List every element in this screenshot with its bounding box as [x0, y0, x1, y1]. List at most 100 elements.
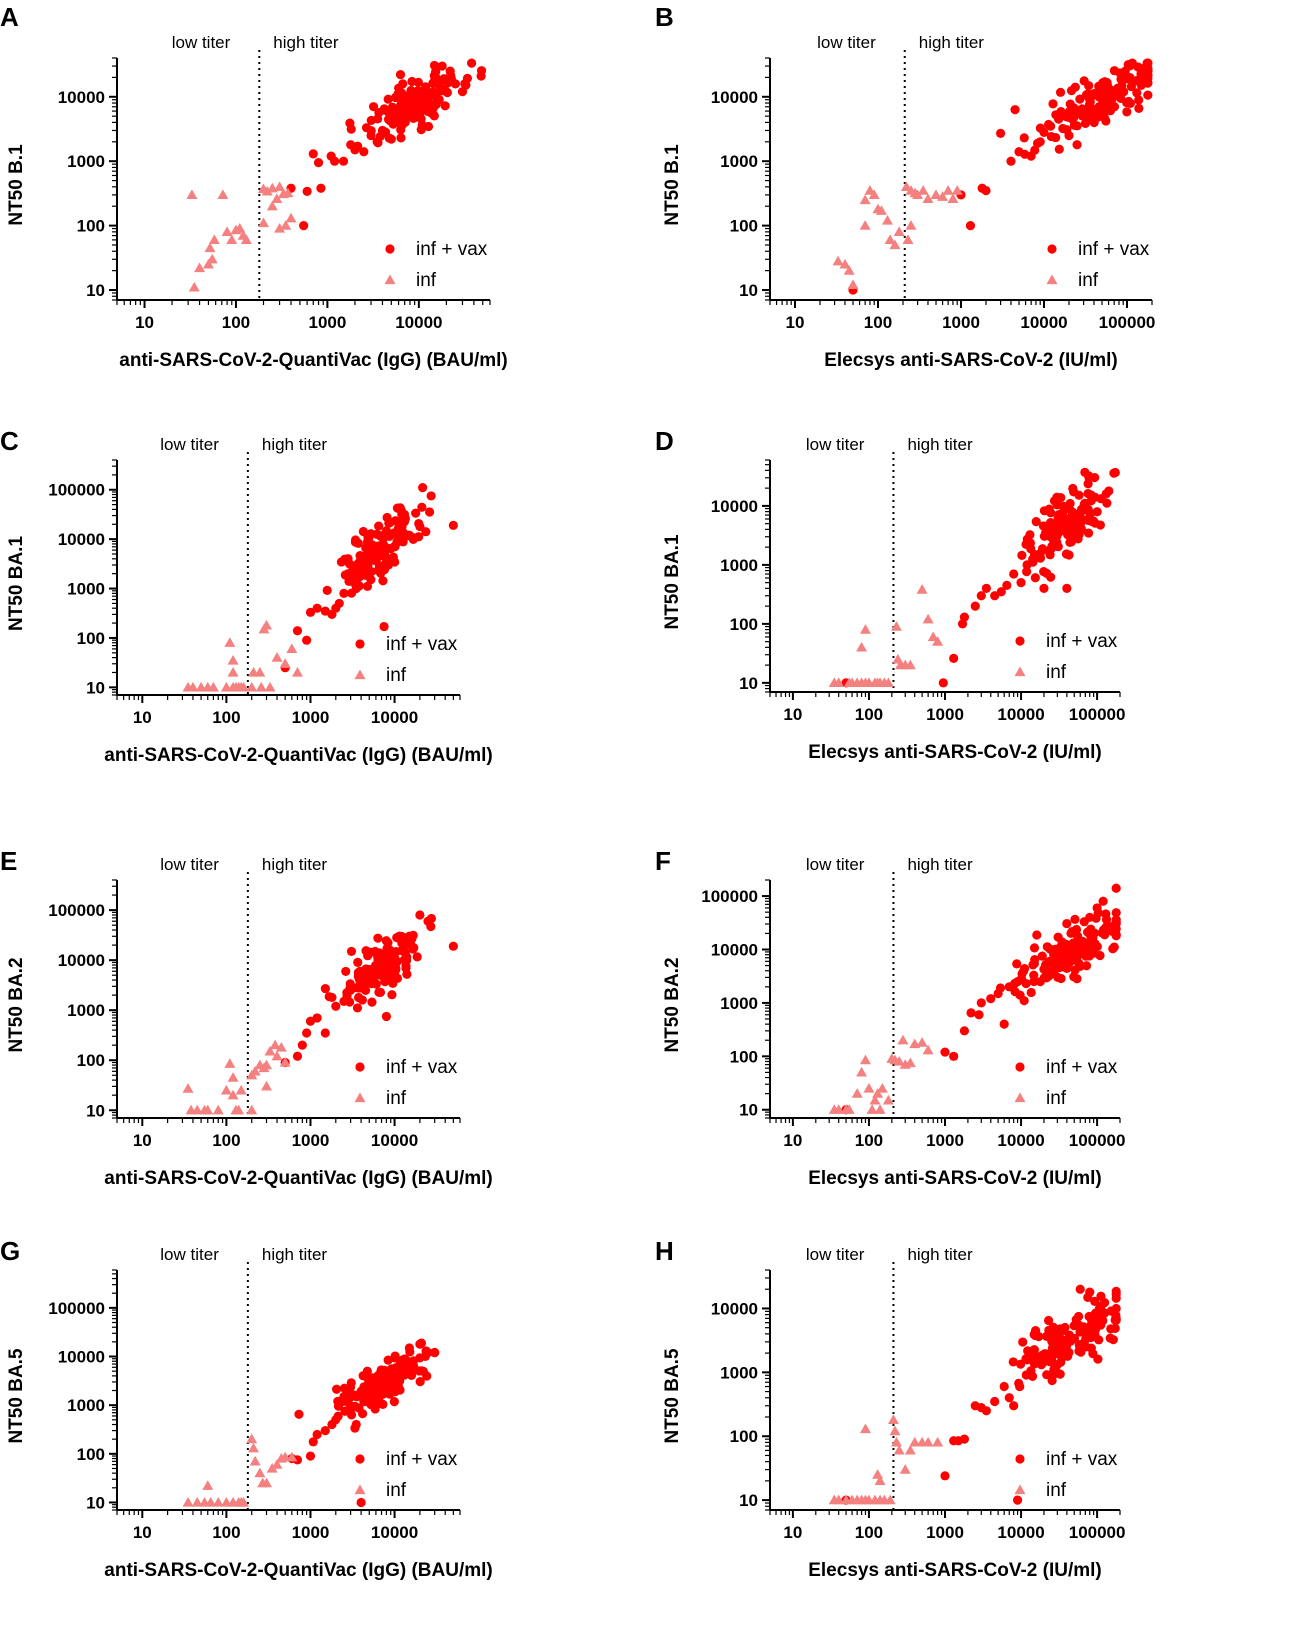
data-point-inf-vax — [1080, 948, 1091, 958]
data-point-inf — [235, 1084, 247, 1095]
data-point-inf — [246, 1433, 258, 1444]
x-tick-label: 1000 — [308, 313, 346, 332]
x-axis-label: Elecsys anti-SARS-CoV-2 (IU/ml) — [808, 742, 1102, 763]
data-point-inf — [876, 1082, 888, 1093]
data-point-inf-vax — [368, 102, 379, 112]
legend-label-inf: inf — [1046, 1480, 1067, 1501]
data-point-inf-vax — [412, 952, 422, 962]
data-point-inf-vax — [396, 133, 406, 143]
x-axis-label: Elecsys anti-SARS-CoV-2 (IU/ml) — [808, 1560, 1102, 1581]
data-point-inf — [187, 681, 199, 692]
data-point-inf-vax — [356, 568, 366, 578]
panel-d: D 10 100 1000 10000 100000 10 100 1000 10000 Elecs… — [655, 426, 1125, 763]
legend-marker-inf — [384, 274, 396, 285]
panel-g: G 10 100 1000 10000 10 100 1000 10000 100000 anti-… — [0, 1236, 493, 1581]
y-tick-label: 10 — [739, 1491, 758, 1510]
data-point-inf-vax — [313, 158, 324, 168]
data-point-inf-vax — [448, 520, 458, 530]
data-point-inf-vax — [385, 518, 395, 528]
data-point-inf-vax — [411, 508, 421, 518]
data-point-inf — [922, 193, 934, 204]
data-point-inf-vax — [299, 221, 309, 231]
data-point-inf-vax — [1012, 959, 1022, 969]
low-titer-label: low titer — [817, 33, 876, 52]
data-point-inf-vax — [305, 1451, 316, 1461]
data-point-inf-vax — [373, 933, 383, 943]
data-point-inf-vax — [1029, 958, 1039, 969]
data-point-inf-vax — [1056, 492, 1066, 503]
data-point-inf-vax — [1075, 94, 1085, 104]
data-point-inf — [916, 1037, 928, 1047]
x-tick-label: 10000 — [997, 705, 1044, 724]
data-point-inf-vax — [959, 1434, 970, 1444]
data-point-inf-vax — [1066, 86, 1077, 96]
data-point-inf-vax — [1083, 488, 1093, 499]
x-tick-label: 10000 — [371, 708, 418, 727]
data-point-inf — [863, 1082, 875, 1093]
data-point-inf — [182, 1496, 194, 1507]
x-tick-label: 10 — [783, 705, 802, 724]
y-tick-label: 100 — [77, 1051, 105, 1070]
data-point-inf — [847, 279, 859, 290]
data-point-inf-vax — [333, 1411, 343, 1421]
data-point-inf — [882, 1094, 894, 1105]
data-point-inf-vax — [358, 1409, 368, 1419]
legend-marker-inf-vax — [1015, 1062, 1025, 1072]
data-point-inf-vax — [1094, 92, 1104, 102]
data-point-inf — [927, 631, 939, 642]
data-point-inf-vax — [1004, 1393, 1014, 1403]
x-axis-label: Elecsys anti-SARS-CoV-2 (IU/ml) — [824, 350, 1118, 371]
x-tick-label: 1000 — [292, 1523, 330, 1542]
data-point-inf-vax — [366, 115, 376, 126]
data-point-inf-vax — [1104, 486, 1114, 496]
data-point-inf — [893, 226, 905, 236]
data-point-inf — [833, 1494, 845, 1505]
data-point-inf-vax — [414, 518, 424, 529]
data-point-inf-vax — [362, 581, 373, 591]
data-point-inf-vax — [324, 992, 334, 1002]
data-point-inf-vax — [375, 1368, 385, 1378]
legend-marker-inf — [1014, 1092, 1026, 1103]
data-point-inf — [843, 265, 855, 275]
data-point-inf-vax — [1012, 1495, 1023, 1505]
data-point-inf-vax — [1116, 75, 1127, 85]
data-point-inf-vax — [1083, 479, 1093, 489]
y-tick-label: 10 — [86, 281, 105, 300]
data-point-inf-vax — [302, 186, 312, 196]
legend-label-inf-vax: inf + vax — [386, 1449, 458, 1470]
legend-label-inf: inf — [386, 1088, 407, 1109]
data-point-inf-vax — [1079, 1328, 1090, 1338]
data-point-inf-vax — [1056, 948, 1066, 958]
data-point-inf-vax — [339, 588, 349, 598]
data-point-inf-vax — [308, 149, 318, 159]
data-point-inf-vax — [361, 964, 371, 974]
data-point-inf-vax — [1030, 145, 1040, 155]
data-point-inf-vax — [346, 140, 356, 150]
legend-label-inf-vax: inf + vax — [386, 1057, 458, 1078]
panel-letter: F — [655, 846, 671, 876]
data-point-inf-vax — [1062, 918, 1072, 929]
data-point-inf-vax — [420, 1351, 430, 1361]
data-point-inf-vax — [1035, 548, 1045, 559]
x-tick-label: 10 — [133, 708, 152, 727]
data-point-inf-vax — [397, 120, 407, 130]
data-point-inf-vax — [1092, 112, 1103, 122]
data-point-inf — [897, 1034, 909, 1045]
data-point-inf-vax — [320, 983, 330, 994]
data-point-inf-vax — [389, 542, 399, 552]
data-point-inf-vax — [381, 1011, 392, 1022]
y-tick-label: 10000 — [711, 497, 758, 516]
data-point-inf-vax — [1049, 1339, 1059, 1349]
data-point-inf-vax — [1062, 963, 1072, 973]
data-point-inf — [227, 666, 239, 677]
data-point-inf — [261, 1080, 273, 1091]
data-point-inf-vax — [363, 532, 373, 542]
data-point-inf-vax — [999, 1019, 1009, 1029]
y-tick-label: 1000 — [720, 556, 758, 575]
data-point-inf-vax — [356, 1497, 366, 1508]
data-point-inf — [282, 187, 294, 198]
data-point-inf — [872, 1469, 884, 1479]
data-point-inf-vax — [1084, 100, 1095, 110]
data-point-inf-vax — [1093, 908, 1103, 918]
data-point-inf-vax — [395, 70, 406, 80]
